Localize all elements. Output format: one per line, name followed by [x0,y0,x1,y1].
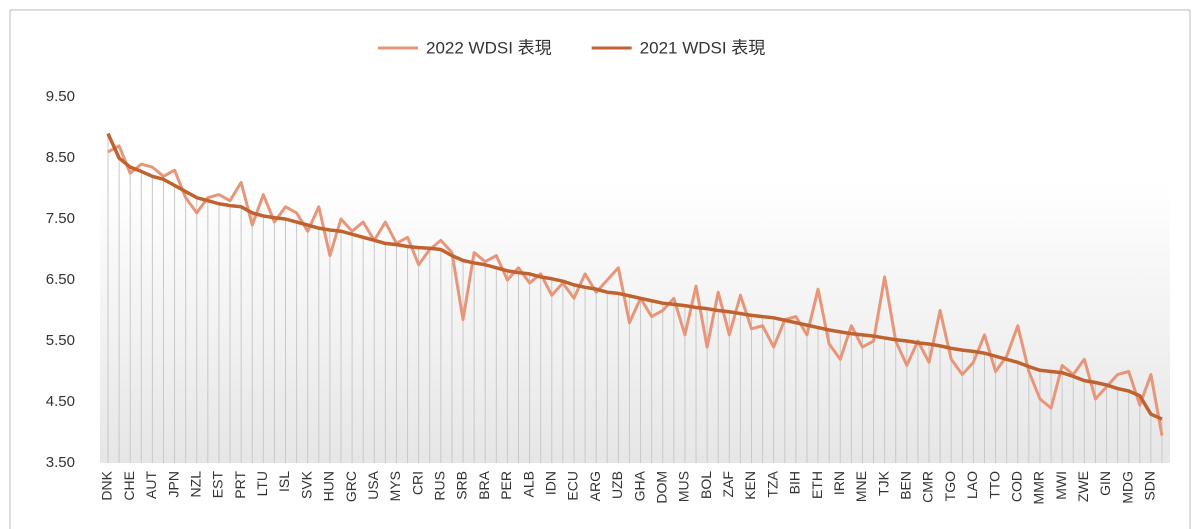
x-tick-label: LAO [964,471,980,499]
x-tick-label: DNK [99,470,115,500]
x-tick-label: HUN [321,471,337,501]
x-tick-label: MUS [676,471,692,502]
x-tick-label: ETH [809,471,825,499]
x-tick-label: AUT [143,471,159,499]
x-tick-label: MWI [1053,471,1069,500]
y-tick-label: 9.50 [46,88,75,105]
x-tick-label: RUS [432,471,448,501]
x-tick-label: ZAF [720,471,736,497]
x-tick-label: MNE [853,471,869,502]
x-tick-label: COD [1008,471,1024,502]
x-tick-label: LTU [254,471,270,496]
x-tick-label: ECU [565,471,581,501]
series-line [106,132,1163,421]
x-tick-label: PER [498,471,514,500]
frame [9,9,1191,529]
x-tick-label: ZWE [1075,471,1091,502]
y-tick-label: 5.50 [46,332,75,349]
x-tick-label: DOM [653,471,669,504]
x-tick-label: SVK [298,470,314,499]
x-tick-label: BEN [898,471,914,500]
x-tick-label: TZA [764,470,780,497]
x-tick-label: GHA [631,470,647,501]
legend-label: 2022 WDSI 表現 [426,38,552,57]
x-tick-label: IDN [542,471,558,495]
x-tick-label: UZB [609,471,625,499]
y-tick-label: 8.50 [46,149,75,166]
x-tick-label: KEN [742,471,758,500]
x-tick-label: CHE [121,471,137,501]
x-tick-label: ARG [587,471,603,501]
y-tick-label: 7.50 [46,210,75,227]
x-tick-label: CRI [409,471,425,495]
x-tick-label: MMR [1031,471,1047,504]
x-tick-label: TGO [942,471,958,501]
x-tick-label: NZL [187,471,203,498]
x-tick-label: MDG [1119,471,1135,504]
x-tick-label: SDN [1142,471,1158,501]
x-tick-label: CMR [920,471,936,503]
x-tick-label: BRA [476,470,492,499]
x-tick-label: BOL [698,471,714,499]
x-tick-label: GIN [1097,471,1113,496]
x-tick-label: EST [210,471,226,499]
x-tick-label: TJK [875,470,891,496]
x-tick-label: USA [365,470,381,499]
y-tick-label: 4.50 [46,393,75,410]
y-tick-label: 6.50 [46,271,75,288]
series-line [107,144,1164,436]
x-tick-label: TTO [986,471,1002,499]
plot-background [100,180,1170,463]
x-tick-label: PRT [232,471,248,499]
x-tick-label: ALB [520,471,536,497]
x-tick-label: SRB [454,471,470,500]
x-tick-label: MYS [387,471,403,501]
x-tick-label: IRN [831,471,847,495]
x-tick-label: ISL [276,471,292,492]
x-tick-label: BIH [787,471,803,494]
x-tick-label: GRC [343,471,359,502]
legend-label: 2021 WDSI 表現 [640,38,766,57]
y-tick-label: 3.50 [46,454,75,471]
x-tick-label: JPN [165,471,181,497]
